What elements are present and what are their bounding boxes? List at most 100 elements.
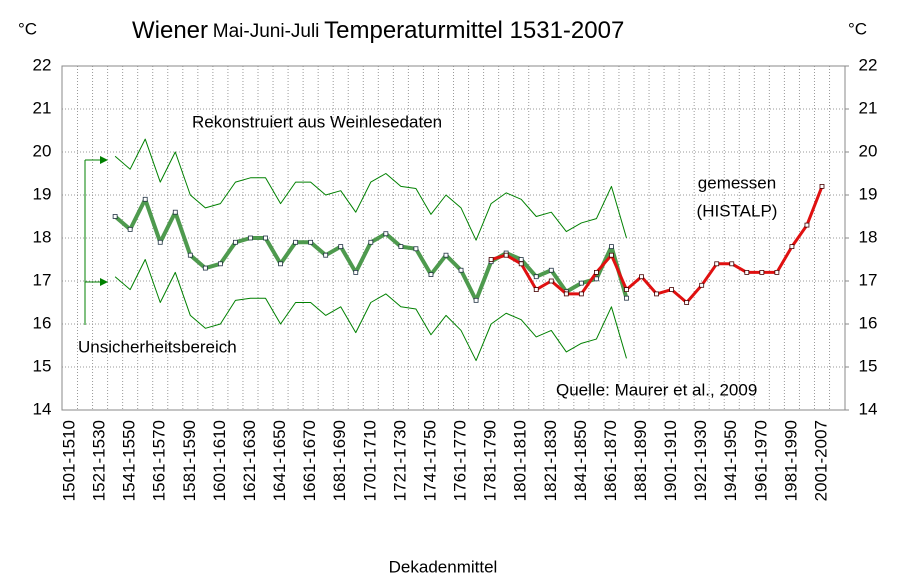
point <box>594 269 599 275</box>
point <box>714 261 720 267</box>
point <box>308 239 314 245</box>
y2-tick-label: 19 <box>859 184 878 203</box>
y2-tick-label: 17 <box>859 270 878 289</box>
point <box>278 261 283 267</box>
point <box>533 274 539 280</box>
point <box>353 269 359 275</box>
y2-tick-label: 20 <box>859 141 878 160</box>
point <box>368 239 374 245</box>
x-tick-label: 1901-1910 <box>661 420 680 501</box>
point <box>157 239 163 245</box>
point <box>473 297 479 303</box>
point <box>172 209 178 215</box>
point <box>503 252 509 258</box>
annotation: gemessen <box>698 173 776 192</box>
title-part: Temperaturmittel 1531-2007 <box>324 17 624 44</box>
point <box>413 246 419 252</box>
series-line <box>114 138 627 241</box>
point <box>142 196 148 202</box>
bracket <box>84 156 108 325</box>
point <box>323 252 329 258</box>
x-axis-label: Dekadenmittel <box>389 557 498 576</box>
x-tick-label: 1921-1930 <box>691 420 710 501</box>
x-tick-label: 1701-1710 <box>360 420 379 501</box>
x-tick-label: 1961-1970 <box>751 420 770 501</box>
point <box>654 291 659 297</box>
annotation: Quelle: Maurer et al., 2009 <box>556 380 757 399</box>
y-tick-label: 16 <box>33 313 52 332</box>
point <box>609 252 614 258</box>
x-tick-label: 1661-1670 <box>300 420 319 501</box>
series-line <box>113 197 629 303</box>
point <box>789 244 795 250</box>
x-tick-label: 1981-1990 <box>781 420 800 501</box>
y2-tick-label: 22 <box>859 55 878 74</box>
y-unit: °C <box>18 19 37 38</box>
point <box>112 214 118 219</box>
x-tick-label: 1561-1570 <box>150 420 169 501</box>
x-tick-label: 1521-1530 <box>90 420 109 501</box>
x-tick-label: 1841-1850 <box>571 420 590 501</box>
grid <box>62 65 845 411</box>
point <box>624 295 629 301</box>
point <box>639 274 644 280</box>
x-tick-label: 1941-1950 <box>721 420 740 501</box>
y-tick-label: 14 <box>33 399 52 418</box>
y-tick-label: 17 <box>33 270 52 289</box>
point <box>548 267 554 273</box>
point <box>729 261 735 267</box>
x-tick-label: 1741-1750 <box>420 420 439 501</box>
x-tick-label: 1601-1610 <box>210 420 229 501</box>
x-tick-label: 1861-1870 <box>601 420 620 501</box>
point <box>488 257 494 262</box>
y2-tick-label: 14 <box>859 399 878 418</box>
point <box>383 231 389 237</box>
chart-title: Wiener Mai-Juni-Juli Temperaturmittel 15… <box>132 17 624 44</box>
annotation: (HISTALP) <box>697 201 778 220</box>
point <box>458 267 464 273</box>
point <box>609 244 614 250</box>
y2-tick-label: 18 <box>859 227 878 246</box>
x-tick-label: 1721-1730 <box>390 420 409 501</box>
point <box>759 269 765 275</box>
point <box>518 257 524 262</box>
y2-unit: °C <box>848 19 867 38</box>
point <box>398 244 404 250</box>
x-tick-label: 1821-1830 <box>541 420 560 501</box>
point <box>819 183 825 189</box>
title-part: Wiener <box>132 17 208 44</box>
point <box>338 244 344 250</box>
x-tick-label: 1781-1790 <box>481 420 500 501</box>
x-tick-label: 1801-1810 <box>511 420 530 501</box>
y-tick-label: 20 <box>33 141 52 160</box>
point <box>594 276 599 282</box>
point <box>202 265 208 271</box>
x-tick-label: 1581-1590 <box>180 420 199 501</box>
point <box>578 280 584 286</box>
y-tick-label: 15 <box>33 356 52 375</box>
point <box>293 239 299 245</box>
x-tick-label: 1621-1630 <box>240 420 259 501</box>
point <box>187 252 193 258</box>
point <box>263 235 268 241</box>
y-tick-label: 21 <box>33 98 52 117</box>
point <box>533 287 539 293</box>
point <box>624 287 629 293</box>
point <box>699 282 705 288</box>
y-tick-label: 19 <box>33 184 52 203</box>
y2-tick-label: 16 <box>859 313 878 332</box>
point <box>127 226 133 232</box>
x-tick-label: 1541-1550 <box>120 420 139 501</box>
y2-tick-label: 21 <box>859 98 878 117</box>
arrow-head <box>100 156 108 164</box>
x-tick-label: 1641-1650 <box>270 420 289 501</box>
title-part: Mai-Juni-Juli <box>213 21 320 42</box>
point <box>578 291 584 297</box>
y-tick-label: 22 <box>33 55 52 74</box>
point <box>248 235 253 241</box>
x-tick-label: 2001-2007 <box>811 420 830 501</box>
point <box>233 239 238 245</box>
point <box>518 261 524 267</box>
point <box>684 300 690 305</box>
